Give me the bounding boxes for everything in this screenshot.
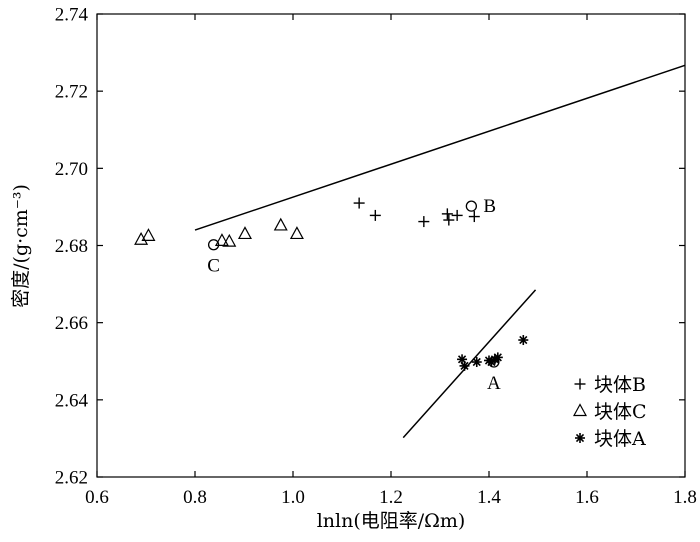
legend-marker-plus [574,378,586,390]
data-point-plus [441,208,453,220]
centroid-marker [207,239,220,251]
y-tick-label: 2.72 [55,82,88,103]
data-point-triangle [237,226,252,240]
data-point-plus [468,211,480,223]
fit-line [402,289,537,439]
data-point-triangle [289,226,304,240]
data-points [134,197,529,371]
y-tick-label: 2.64 [55,390,89,411]
centroid-label: C [207,256,220,277]
axis-ticks: 0.6 0.8 1.0 1.2 1.4 1.6 1.8 2.62 2.64 2.66 2.68 2.7… [55,5,697,509]
x-axis-label: lnln(电阻率/Ωm) [317,510,466,532]
y-tick-label: 2.62 [55,468,88,489]
data-point-plus [443,214,455,226]
data-point-asterisk [459,360,470,371]
centroid-label: B [483,196,496,217]
x-tick-label: 0.8 [183,487,207,508]
data-point-triangle [134,231,149,245]
fit-line [194,64,686,231]
data-point-triangle [214,233,229,246]
centroids: B C A [207,196,501,394]
data-point-asterisk [518,335,529,346]
data-point-plus [369,209,381,221]
x-tick-label: 0.6 [85,487,109,508]
centroid-label: A [487,373,501,394]
x-tick-label: 1.2 [379,487,403,508]
legend: 块体B 块体C 块体A [572,374,647,450]
data-point-plus [353,197,365,209]
centroid-marker [465,200,478,212]
y-tick-label: 2.66 [55,313,88,334]
centroid-marker [488,356,500,368]
x-tick-label: 1.4 [477,487,501,508]
data-point-plus [418,216,430,228]
x-tick-label: 1.0 [281,487,305,508]
fit-lines [194,64,686,439]
data-point-triangle [141,228,156,241]
data-point-triangle [222,233,237,247]
x-tick-label: 1.6 [575,487,599,508]
legend-entry: 块体C [594,401,647,423]
legend-marker-triangle [572,403,588,417]
data-point-asterisk [471,357,482,368]
y-tick-label: 2.68 [55,236,88,257]
legend-marker-asterisk [575,433,585,443]
legend-entry: 块体B [594,374,646,396]
y-tick-label: 2.74 [55,5,89,26]
data-point-plus [451,209,463,221]
y-tick-label: 2.70 [55,159,88,180]
x-tick-label: 1.8 [673,487,697,508]
legend-entry: 块体A [594,428,646,450]
data-point-triangle [273,217,288,231]
y-axis-label: 密度/(g·cm⁻³) [10,184,32,308]
